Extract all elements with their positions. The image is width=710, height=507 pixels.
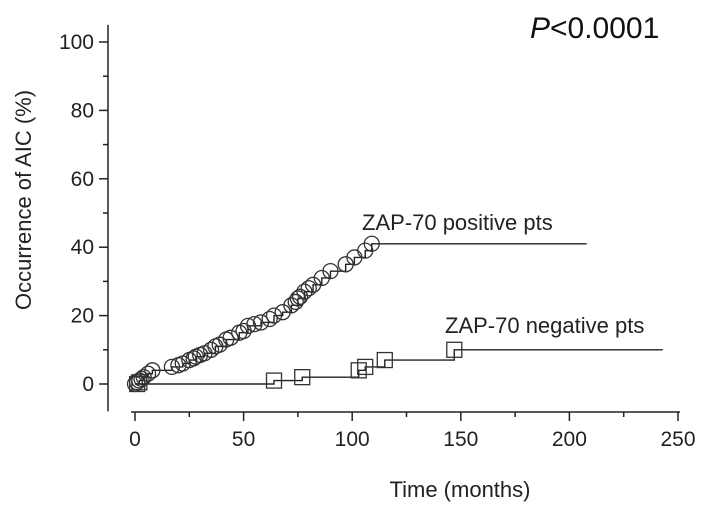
square-marker (350, 362, 367, 379)
x-axis-title: Time (months) (390, 477, 531, 502)
y-tick-label: 100 (59, 31, 94, 54)
label-negative: ZAP-70 negative pts (445, 313, 644, 338)
x-tick-label: 50 (232, 428, 255, 451)
circle-marker (252, 314, 270, 331)
series-layer (126, 235, 663, 393)
y-axis-title: Occurrence of AIC (%) (11, 90, 36, 310)
label-positive: ZAP-70 positive pts (362, 210, 553, 235)
circle-marker (300, 280, 317, 297)
circle-marker (246, 315, 263, 333)
x-tick-label: 250 (660, 428, 695, 451)
y-tick-label: 80 (71, 99, 94, 122)
circle-marker (235, 322, 252, 340)
square-marker (357, 358, 374, 376)
square-marker (294, 369, 311, 386)
y-tick-label: 20 (71, 305, 94, 328)
x-tick-label: 150 (443, 428, 478, 451)
circle-marker (239, 317, 257, 335)
square-marker (265, 372, 283, 389)
circle-marker (261, 310, 278, 328)
square-marker (446, 341, 463, 358)
x-tick-label: 200 (552, 428, 587, 451)
circle-marker (322, 262, 339, 280)
circle-marker (265, 307, 283, 324)
circle-marker (222, 329, 239, 346)
p-value: <0.0001 (550, 12, 659, 45)
circle-marker (144, 362, 161, 379)
y-tick-label: 60 (71, 168, 94, 191)
step-line (135, 349, 663, 385)
circle-marker (291, 288, 309, 305)
circle-marker (163, 358, 181, 376)
p-value-annotation: P<0.0001 (530, 12, 659, 45)
circle-marker (287, 293, 304, 311)
square-marker (129, 375, 146, 393)
axes: 0 20 40 60 80 100 0 50 100 150 200 250 (59, 24, 696, 451)
square-marker (131, 374, 148, 391)
y-tick-label: 0 (82, 373, 94, 396)
circle-marker (202, 341, 220, 358)
series-negative (129, 341, 663, 393)
square-marker (376, 351, 393, 369)
circle-marker (363, 235, 380, 252)
p-italic: P (530, 12, 550, 45)
circle-marker (139, 365, 157, 382)
circle-marker (211, 336, 228, 353)
x-tick-label: 100 (335, 428, 370, 451)
y-tick-label: 40 (71, 236, 94, 259)
x-tick-label: 0 (129, 428, 141, 451)
